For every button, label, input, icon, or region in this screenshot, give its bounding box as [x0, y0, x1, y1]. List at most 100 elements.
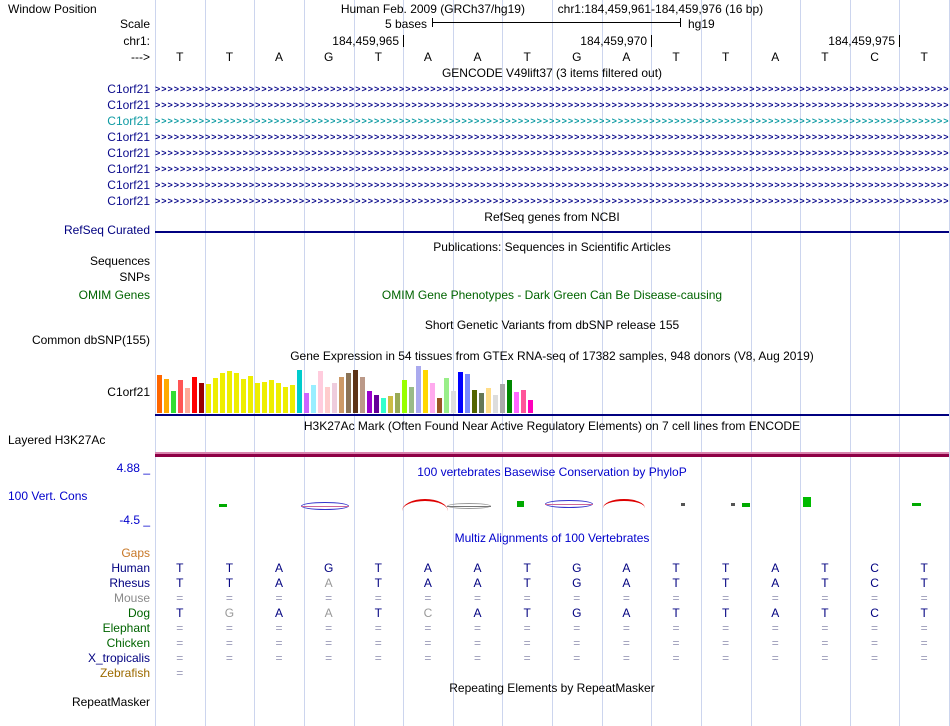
gencode-item-label[interactable]: C1orf21 — [107, 130, 150, 144]
multiz-base: A — [771, 606, 780, 620]
h3k27ac-label[interactable]: Layered H3K27Ac — [8, 433, 106, 447]
gtex-expression-bar — [416, 366, 421, 413]
repeatmasker-track-title[interactable]: Repeating Elements by RepeatMasker — [449, 681, 655, 695]
gencode-transcript[interactable]: >>>>>>>>>>>>>>>>>>>>>>>>>>>>>>>>>>>>>>>>… — [155, 148, 949, 158]
repeatmasker-label[interactable]: RepeatMasker — [71, 695, 150, 709]
gtex-expression-bar — [353, 370, 358, 413]
gtex-expression-bar — [318, 371, 323, 413]
gencode-transcript[interactable]: >>>>>>>>>>>>>>>>>>>>>>>>>>>>>>>>>>>>>>>>… — [155, 84, 949, 94]
multiz-species-label[interactable]: Rhesus — [109, 576, 150, 590]
multiz-species-label[interactable]: Human — [111, 561, 150, 575]
multiz-base: = — [474, 591, 482, 605]
conservation-label[interactable]: 100 Vert. Cons — [8, 489, 88, 503]
multiz-species-label[interactable]: X_tropicalis — [87, 651, 150, 665]
gencode-transcript[interactable]: >>>>>>>>>>>>>>>>>>>>>>>>>>>>>>>>>>>>>>>>… — [155, 116, 949, 126]
gtex-track-title[interactable]: Gene Expression in 54 tissues from GTEx … — [290, 349, 814, 363]
multiz-base: = — [622, 621, 630, 635]
multiz-track-title[interactable]: Multiz Alignments of 100 Vertebrates — [454, 531, 650, 545]
refseq-track-title[interactable]: RefSeq genes from NCBI — [484, 210, 620, 224]
gtex-expression-bar — [248, 376, 253, 413]
gtex-expression-bar — [346, 373, 351, 413]
scale-value: 5 bases — [384, 17, 427, 31]
multiz-base: T — [920, 606, 928, 620]
gencode-item-label[interactable]: C1orf21 — [107, 82, 150, 96]
gencode-item-label[interactable]: C1orf21 — [107, 194, 150, 208]
sequences-label[interactable]: Sequences — [89, 254, 150, 268]
multiz-base: C — [870, 606, 879, 620]
multiz-base: A — [324, 576, 333, 590]
conservation-track-title[interactable]: 100 vertebrates Basewise Conservation by… — [417, 465, 687, 479]
gtex-expression-bar — [206, 384, 211, 413]
base-letter: T — [374, 50, 382, 64]
gencode-transcript[interactable]: >>>>>>>>>>>>>>>>>>>>>>>>>>>>>>>>>>>>>>>>… — [155, 132, 949, 142]
base-letter: A — [423, 50, 432, 64]
snps-label[interactable]: SNPs — [119, 270, 150, 284]
gtex-expression-bar — [451, 391, 456, 413]
base-guideline — [204, 0, 206, 726]
dbsnp-track-title[interactable]: Short Genetic Variants from dbSNP releas… — [424, 318, 680, 332]
multiz-base: C — [423, 606, 433, 620]
multiz-species-label[interactable]: Gaps — [121, 546, 150, 560]
multiz-base: T — [920, 561, 928, 575]
assembly-name: Human Feb. 2009 (GRCh37/hg19) — [340, 2, 525, 16]
multiz-species-label[interactable]: Elephant — [102, 621, 150, 635]
gtex-expression-bar — [437, 398, 442, 413]
gtex-expression-bar — [297, 370, 302, 413]
omim-track-title[interactable]: OMIM Gene Phenotypes - Dark Green Can Be… — [381, 288, 723, 302]
multiz-base: T — [722, 561, 730, 575]
gtex-expression-bar — [367, 391, 372, 413]
refseq-curated-item[interactable] — [155, 231, 949, 233]
multiz-species-label[interactable]: Zebrafish — [99, 666, 150, 680]
gtex-expression-bar — [381, 398, 386, 413]
multiz-base: = — [325, 591, 333, 605]
multiz-base: = — [176, 666, 184, 680]
gtex-expression-bar — [465, 374, 470, 413]
dbsnp-label[interactable]: Common dbSNP(155) — [31, 333, 150, 347]
base-letter: C — [870, 50, 879, 64]
multiz-species-label[interactable]: Dog — [127, 606, 150, 620]
gencode-transcript[interactable]: >>>>>>>>>>>>>>>>>>>>>>>>>>>>>>>>>>>>>>>>… — [155, 100, 949, 110]
multiz-species-label[interactable]: Mouse — [113, 591, 150, 605]
gencode-track-title[interactable]: GENCODE V49lift37 (3 items filtered out) — [441, 66, 663, 80]
multiz-base: = — [573, 591, 581, 605]
multiz-base: = — [821, 636, 829, 650]
gencode-transcript[interactable]: >>>>>>>>>>>>>>>>>>>>>>>>>>>>>>>>>>>>>>>>… — [155, 180, 949, 190]
gencode-item-label[interactable]: C1orf21 — [107, 178, 150, 192]
refseq-curated-label[interactable]: RefSeq Curated — [63, 223, 150, 237]
phylop-mark — [517, 501, 524, 507]
publications-track-title[interactable]: Publications: Sequences in Scientific Ar… — [433, 240, 671, 254]
gencode-item-label[interactable]: C1orf21 — [107, 162, 150, 176]
multiz-base: = — [523, 651, 531, 665]
gencode-item-label[interactable]: C1orf21 — [107, 114, 150, 128]
multiz-base: C — [870, 576, 879, 590]
multiz-base: A — [771, 576, 780, 590]
multiz-base: = — [176, 636, 184, 650]
multiz-base: T — [523, 561, 531, 575]
multiz-base: = — [176, 591, 184, 605]
gencode-item-label[interactable]: C1orf21 — [107, 98, 150, 112]
multiz-base: = — [672, 636, 680, 650]
multiz-base: = — [225, 636, 233, 650]
phylop-mark — [402, 499, 448, 511]
assembly-short: hg19 — [688, 17, 715, 31]
multiz-base: = — [474, 621, 482, 635]
phylop-mark — [301, 506, 349, 507]
gtex-gene-label[interactable]: C1orf21 — [107, 385, 150, 399]
gencode-transcript[interactable]: >>>>>>>>>>>>>>>>>>>>>>>>>>>>>>>>>>>>>>>>… — [155, 196, 949, 206]
multiz-base: T — [672, 576, 680, 590]
base-guideline — [303, 0, 305, 726]
gtex-expression-bar — [395, 393, 400, 413]
gencode-transcript[interactable]: >>>>>>>>>>>>>>>>>>>>>>>>>>>>>>>>>>>>>>>>… — [155, 164, 949, 174]
multiz-base: = — [771, 591, 779, 605]
gtex-expression-bar — [213, 378, 218, 413]
multiz-species-label[interactable]: Chicken — [106, 636, 150, 650]
omim-genes-label[interactable]: OMIM Genes — [78, 288, 150, 302]
multiz-base: T — [821, 576, 829, 590]
gencode-item-label[interactable]: C1orf21 — [107, 146, 150, 160]
base-letter: T — [523, 50, 531, 64]
phylop-mark — [912, 503, 921, 506]
multiz-base: = — [722, 651, 730, 665]
multiz-base: T — [672, 561, 680, 575]
h3k27ac-track-title[interactable]: H3K27Ac Mark (Often Found Near Active Re… — [303, 419, 801, 433]
multiz-base: A — [423, 561, 432, 575]
